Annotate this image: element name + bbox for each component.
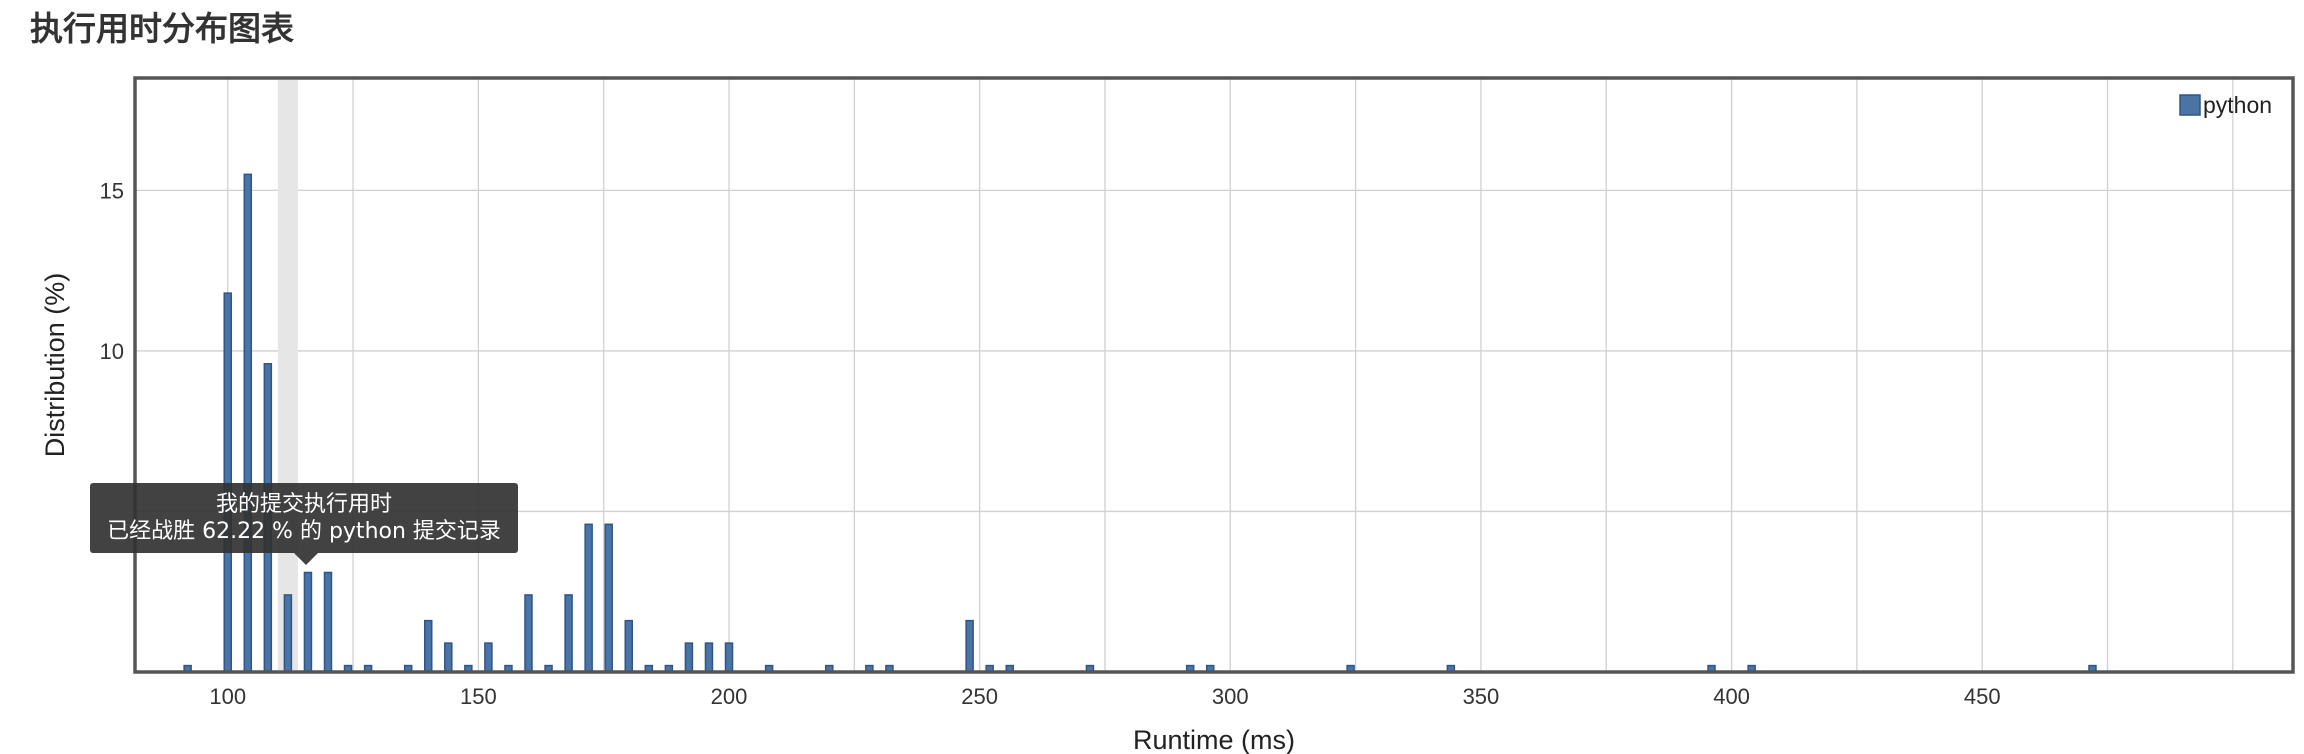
tooltip-beat-percentage: 已经战胜 62.22 % 的 python 提交记录 bbox=[107, 519, 501, 544]
bar[interactable] bbox=[423, 619, 433, 673]
y-tick-label: 15 bbox=[100, 178, 124, 203]
bar[interactable] bbox=[524, 594, 533, 673]
bar[interactable] bbox=[724, 642, 734, 673]
submission-tooltip: 我的提交执行用时 已经战胜 62.22 % 的 python 提交记录 bbox=[90, 483, 518, 565]
legend-label-python[interactable]: python bbox=[2203, 92, 2272, 118]
bar[interactable] bbox=[564, 594, 573, 673]
tooltip-pointer bbox=[294, 553, 318, 565]
bar[interactable] bbox=[684, 642, 694, 673]
legend-swatch-python[interactable] bbox=[2179, 94, 2201, 116]
x-tick-label: 350 bbox=[1463, 684, 1500, 709]
x-tick-label: 100 bbox=[209, 684, 246, 709]
x-tick-label: 300 bbox=[1212, 684, 1249, 709]
y-axis-title: Distribution (%) bbox=[40, 273, 70, 458]
x-tick-label: 150 bbox=[460, 684, 497, 709]
bar[interactable] bbox=[965, 619, 974, 673]
bar[interactable] bbox=[243, 173, 253, 673]
bar[interactable] bbox=[624, 619, 634, 673]
bar[interactable] bbox=[303, 571, 313, 673]
bar[interactable] bbox=[323, 571, 333, 673]
bar[interactable] bbox=[444, 642, 453, 673]
bars-layer bbox=[183, 173, 2097, 673]
x-tick-label: 250 bbox=[961, 684, 998, 709]
page-title: 执行用时分布图表 bbox=[30, 9, 294, 48]
x-axis-title: Runtime (ms) bbox=[1133, 725, 1295, 754]
y-tick-label: 10 bbox=[100, 339, 124, 364]
bar[interactable] bbox=[704, 642, 714, 673]
x-tick-label: 400 bbox=[1713, 684, 1750, 709]
x-tick-label: 200 bbox=[711, 684, 748, 709]
ticks-layer: 100 150 200 250 300 350 400 450 10 15 bbox=[100, 178, 2001, 709]
x-tick-label: 450 bbox=[1964, 684, 2001, 709]
tooltip-heading: 我的提交执行用时 bbox=[215, 492, 392, 517]
grid-layer bbox=[135, 78, 2293, 672]
bar[interactable] bbox=[283, 594, 293, 673]
legend[interactable]: python bbox=[2179, 92, 2272, 118]
bar[interactable] bbox=[584, 523, 593, 673]
bar[interactable] bbox=[484, 642, 493, 673]
bar[interactable] bbox=[604, 523, 613, 673]
plot-frame bbox=[133, 76, 2295, 674]
my-submission-highlight bbox=[277, 80, 298, 670]
